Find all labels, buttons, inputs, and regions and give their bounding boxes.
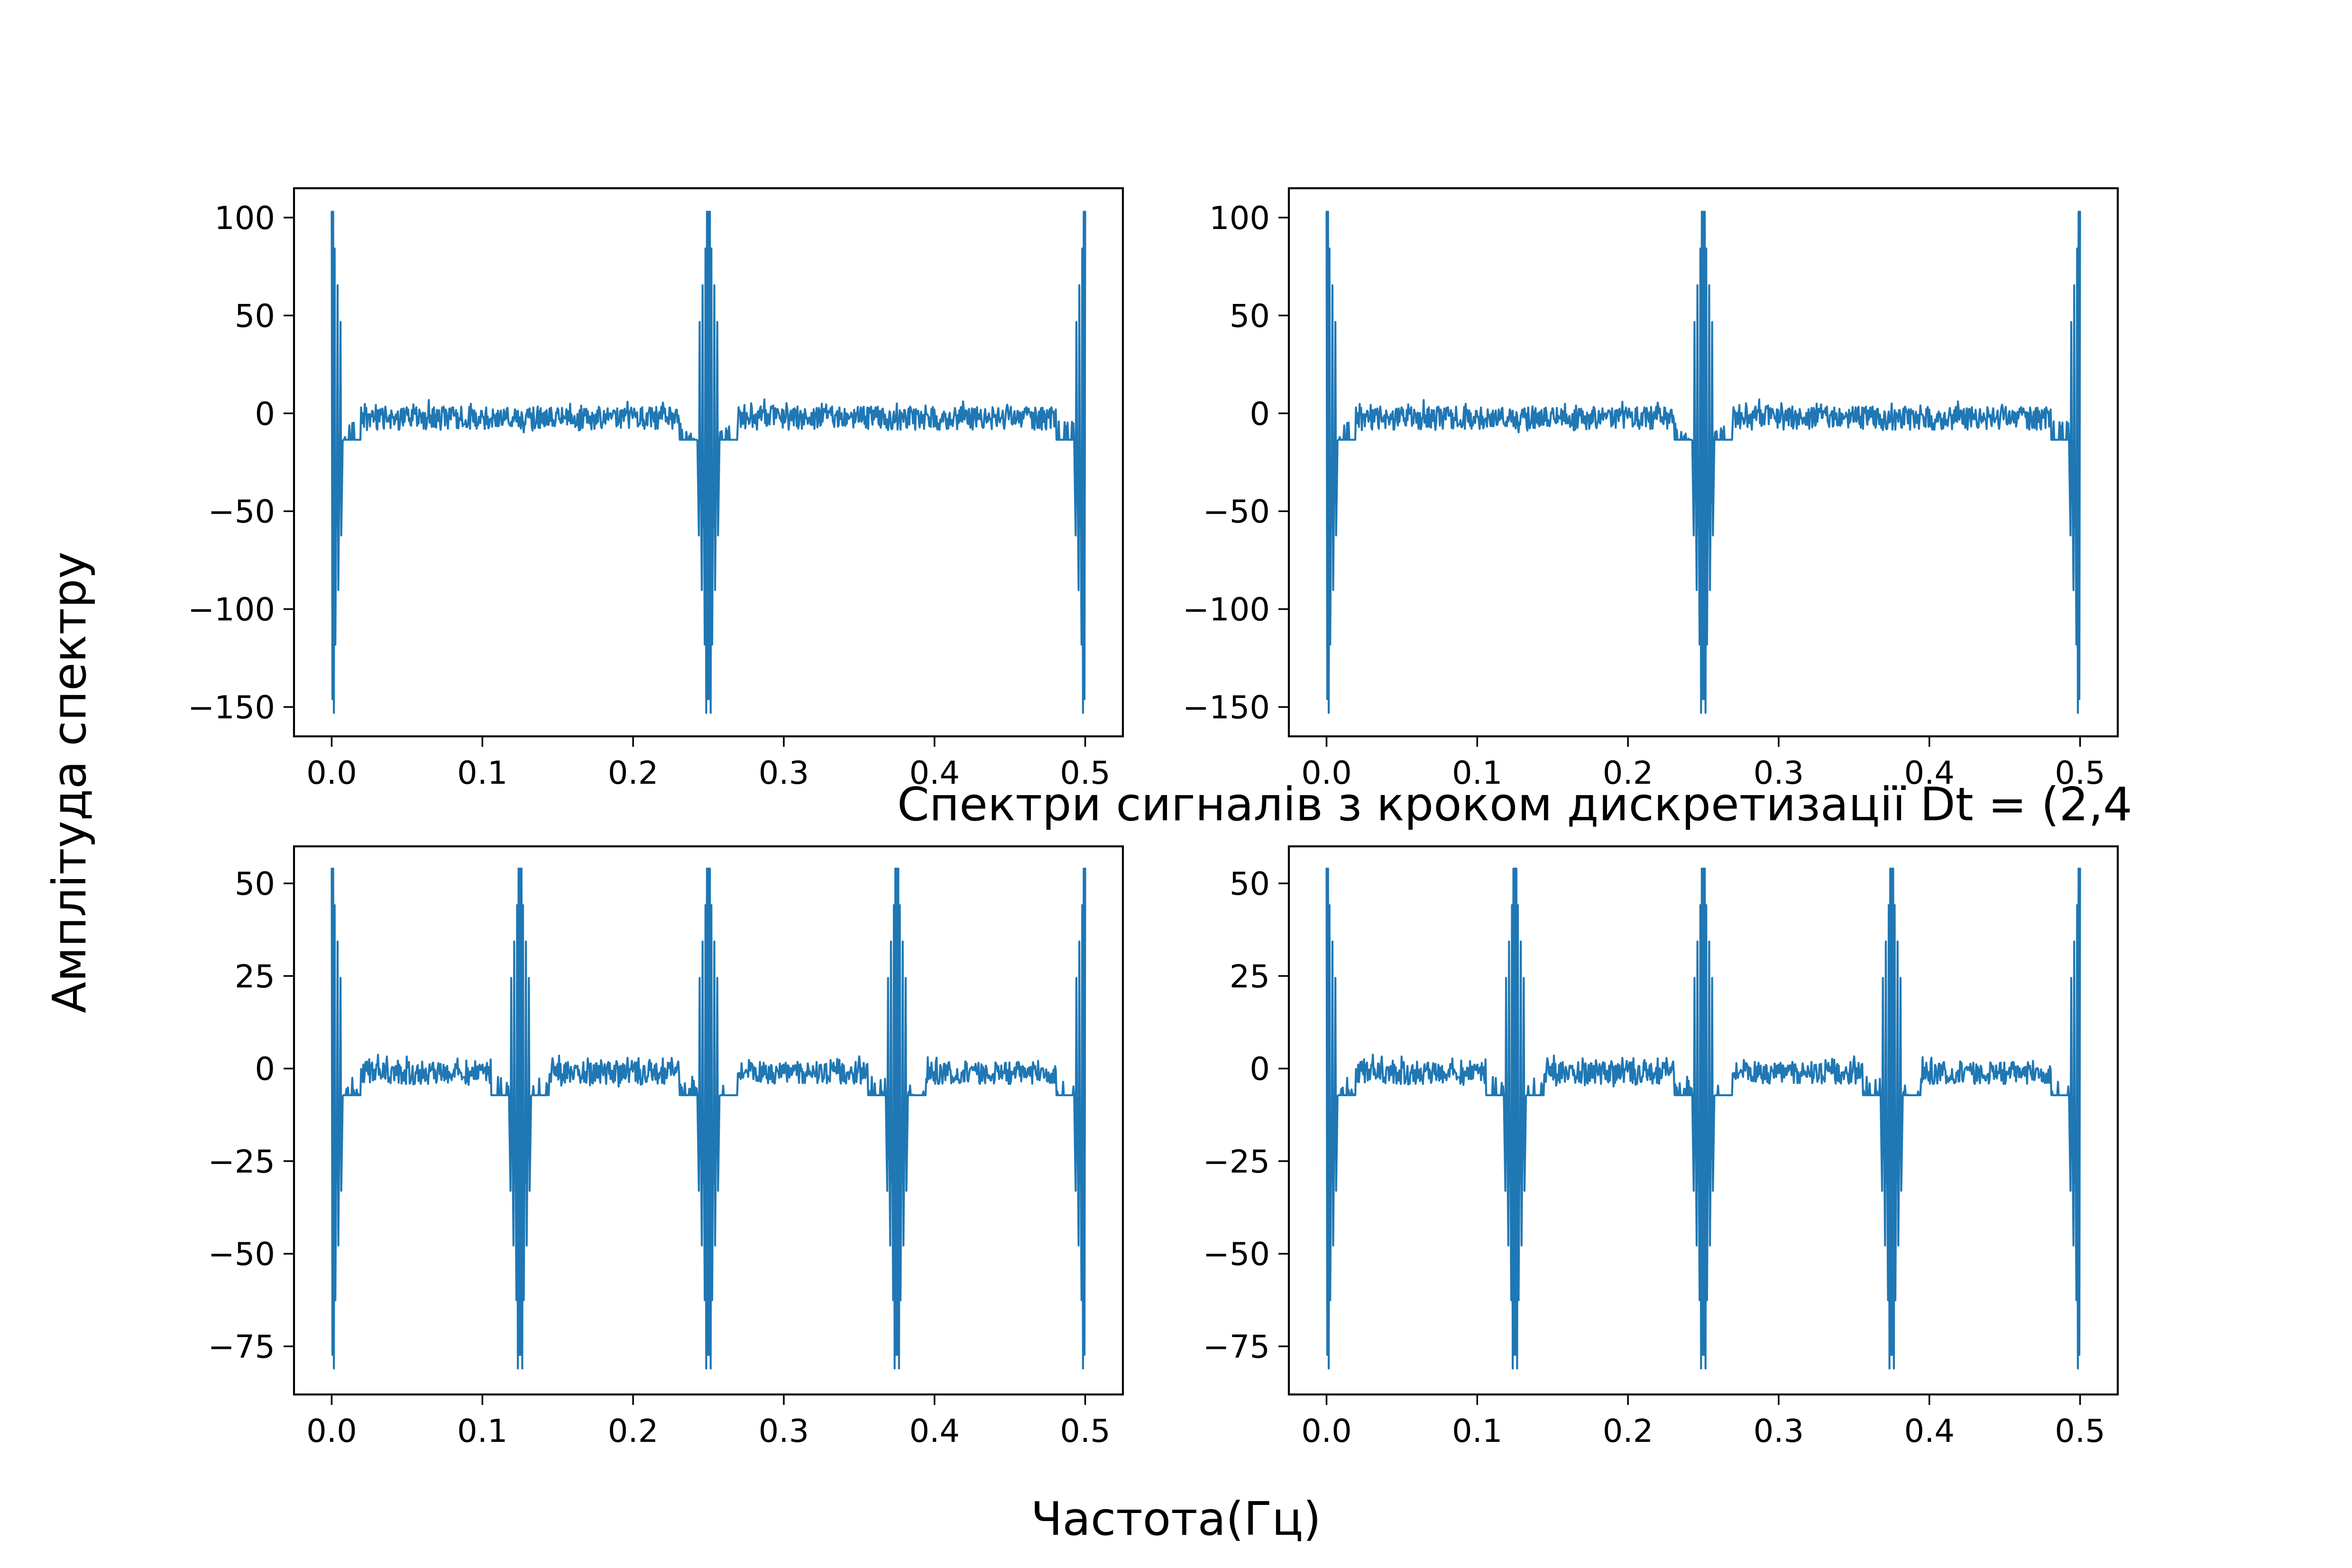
x-tick-label: 0.2 xyxy=(608,754,659,791)
x-tick-label: 0.0 xyxy=(306,754,357,791)
series-line-bottom-right xyxy=(1325,867,2081,1370)
y-tick-label: −150 xyxy=(1183,689,1270,726)
y-tick-label: 50 xyxy=(235,297,275,334)
y-tick-label: 25 xyxy=(1230,958,1270,995)
x-tick-label: 0.4 xyxy=(1904,754,1955,791)
y-axis-title: Амплітуда спектру xyxy=(43,551,96,1013)
y-tick-label: 50 xyxy=(1230,297,1270,334)
x-tick-label: 0.3 xyxy=(1754,1412,1804,1449)
subplot-top-left: 0.0 0.1 0.2 0.3 0.4 0.5 100 50 0 −50 −100 −150 xyxy=(188,187,1124,791)
y-tick-label: 100 xyxy=(1209,200,1270,237)
x-tick-label: 0.2 xyxy=(1603,754,1654,791)
overlay-title: Спектри сигналів з кроком дискретизації … xyxy=(897,778,2132,831)
y-tick-label: −100 xyxy=(1183,591,1270,628)
axes-frame xyxy=(293,187,1124,738)
x-tick-label: 0.1 xyxy=(457,754,508,791)
subplot-top-right: 0.0 0.1 0.2 0.3 0.4 0.5 100 50 0 −50 −100 −150 xyxy=(1183,187,2119,791)
y-tick-label: 0 xyxy=(1250,1051,1270,1088)
subplot-bottom-right: 0.0 0.1 0.2 0.3 0.4 0.5 50 25 0 −25 −50 −75 xyxy=(1203,845,2119,1449)
axes-frame xyxy=(1287,845,2119,1396)
x-tick-label: 0.0 xyxy=(306,1412,357,1449)
x-tick-label: 0.1 xyxy=(457,1412,508,1449)
y-tick-label: −75 xyxy=(208,1328,275,1365)
x-tick-label: 0.2 xyxy=(1603,1412,1654,1449)
y-tick-label: −50 xyxy=(208,493,275,530)
subplot-bottom-left: 0.0 0.1 0.2 0.3 0.4 0.5 50 25 0 −25 −50 −75 xyxy=(208,845,1124,1449)
x-tick-label: 0.2 xyxy=(608,1412,659,1449)
series-line-top-left xyxy=(331,211,1086,714)
x-tick-label: 0.4 xyxy=(909,1412,960,1449)
x-tick-label: 0.5 xyxy=(2055,754,2105,791)
y-tick-label: −150 xyxy=(188,689,275,726)
y-tick-label: −25 xyxy=(208,1143,275,1180)
y-tick-label: 25 xyxy=(235,958,275,995)
x-tick-label: 0.1 xyxy=(1452,754,1503,791)
y-tick-label: −100 xyxy=(188,591,275,628)
x-tick-label: 0.4 xyxy=(909,754,960,791)
y-tick-label: 0 xyxy=(1250,395,1270,432)
x-tick-label: 0.3 xyxy=(759,754,809,791)
x-tick-label: 0.4 xyxy=(1904,1412,1955,1449)
y-tick-label: 50 xyxy=(235,865,275,902)
x-tick-label: 0.0 xyxy=(1301,1412,1352,1449)
y-tick-label: −25 xyxy=(1203,1143,1270,1180)
y-tick-label: −50 xyxy=(1203,493,1270,530)
series-line-bottom-left xyxy=(331,867,1086,1370)
series-line-top-right xyxy=(1325,211,2081,714)
y-tick-label: 50 xyxy=(1230,865,1270,902)
x-tick-label: 0.5 xyxy=(1060,1412,1111,1449)
y-tick-label: −50 xyxy=(208,1236,275,1273)
y-tick-label: 0 xyxy=(255,395,275,432)
y-tick-label: 100 xyxy=(214,200,275,237)
x-tick-label: 0.3 xyxy=(759,1412,809,1449)
x-tick-label: 0.3 xyxy=(1754,754,1804,791)
axes-frame xyxy=(293,845,1124,1396)
x-tick-label: 0.5 xyxy=(1060,754,1111,791)
y-tick-label: −50 xyxy=(1203,1236,1270,1273)
y-tick-label: −75 xyxy=(1203,1328,1270,1365)
axes-frame xyxy=(1287,187,2119,738)
y-tick-label: 0 xyxy=(255,1051,275,1088)
x-tick-label: 0.1 xyxy=(1452,1412,1503,1449)
x-axis-title: Частота(Гц) xyxy=(1031,1492,1321,1546)
x-tick-label: 0.0 xyxy=(1301,754,1352,791)
x-tick-label: 0.5 xyxy=(2055,1412,2105,1449)
